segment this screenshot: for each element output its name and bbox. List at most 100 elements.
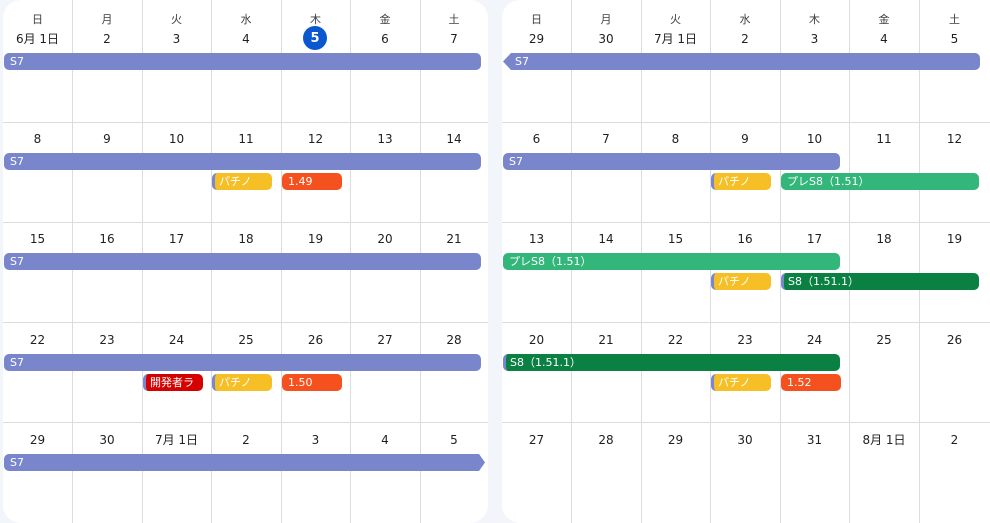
- day-number[interactable]: 12: [307, 132, 324, 146]
- today-day-number[interactable]: 5: [303, 26, 327, 50]
- event-s7[interactable]: S7: [4, 53, 481, 70]
- week-divider: [3, 122, 488, 123]
- event-pachino[interactable]: パチノ: [212, 374, 272, 391]
- day-number[interactable]: 3: [172, 32, 181, 46]
- event-pre-s8[interactable]: プレS8（1.51）: [503, 253, 840, 270]
- day-number[interactable]: 28: [446, 333, 462, 347]
- day-number[interactable]: 7: [602, 132, 610, 146]
- event-pachino[interactable]: パチノ: [212, 173, 272, 190]
- event-release[interactable]: 1.52: [781, 374, 841, 391]
- event-s7[interactable]: S7: [4, 454, 485, 471]
- day-number[interactable]: 14: [598, 232, 614, 246]
- day-number[interactable]: 8: [671, 132, 680, 146]
- day-number[interactable]: 16: [737, 232, 753, 246]
- day-number[interactable]: 7: [450, 32, 458, 46]
- day-number[interactable]: 21: [446, 232, 462, 246]
- weekday-header: 月: [101, 13, 113, 26]
- day-number[interactable]: 29: [667, 433, 684, 447]
- day-number[interactable]: 25: [876, 333, 892, 347]
- day-number[interactable]: 26: [946, 333, 963, 347]
- day-number[interactable]: 2: [242, 433, 250, 447]
- day-number[interactable]: 10: [168, 132, 185, 146]
- day-number[interactable]: 24: [806, 333, 823, 347]
- week-divider: [502, 222, 990, 223]
- day-number[interactable]: 20: [377, 232, 393, 246]
- event-release[interactable]: 1.50: [282, 374, 342, 391]
- day-number[interactable]: 13: [377, 132, 393, 146]
- day-number[interactable]: 22: [667, 333, 684, 347]
- day-number[interactable]: 18: [876, 232, 892, 246]
- weekday-header: 火: [670, 13, 681, 26]
- day-number[interactable]: 18: [238, 232, 254, 246]
- day-number[interactable]: 20: [528, 333, 545, 347]
- day-number[interactable]: 9: [103, 132, 111, 146]
- day-number[interactable]: 29: [29, 433, 46, 447]
- day-number[interactable]: 6月 1日: [15, 32, 60, 46]
- day-number[interactable]: 4: [880, 32, 888, 46]
- day-number[interactable]: 19: [946, 232, 963, 246]
- day-number[interactable]: 30: [99, 433, 115, 447]
- day-number[interactable]: 5: [450, 433, 458, 447]
- day-number[interactable]: 11: [238, 132, 254, 146]
- event-developer[interactable]: 開発者ラ: [143, 374, 203, 391]
- day-number[interactable]: 17: [168, 232, 185, 246]
- day-number[interactable]: 2: [103, 32, 111, 46]
- day-number[interactable]: 10: [806, 132, 823, 146]
- day-number[interactable]: 27: [377, 333, 393, 347]
- day-number[interactable]: 15: [29, 232, 46, 246]
- event-s7[interactable]: S7: [4, 354, 481, 371]
- day-number[interactable]: 27: [528, 433, 545, 447]
- week-divider: [502, 422, 990, 423]
- day-number[interactable]: 8: [33, 132, 42, 146]
- day-number[interactable]: 30: [737, 433, 753, 447]
- day-number[interactable]: 17: [806, 232, 823, 246]
- day-number[interactable]: 6: [532, 132, 541, 146]
- day-number[interactable]: 16: [99, 232, 115, 246]
- day-number[interactable]: 2: [950, 433, 959, 447]
- day-number[interactable]: 29: [528, 32, 545, 46]
- day-number[interactable]: 4: [242, 32, 250, 46]
- event-release[interactable]: 1.49: [282, 173, 342, 190]
- weekday-header: 水: [739, 13, 751, 26]
- column-divider: [849, 0, 850, 523]
- event-pachino[interactable]: パチノ: [711, 374, 771, 391]
- day-number[interactable]: 4: [381, 433, 389, 447]
- event-s8[interactable]: S8（1.51.1）: [503, 354, 840, 371]
- day-number[interactable]: 7月 1日: [653, 32, 698, 46]
- event-s7[interactable]: S7: [4, 253, 481, 270]
- day-number[interactable]: 23: [99, 333, 115, 347]
- day-number[interactable]: 2: [741, 32, 749, 46]
- weekday-header: 木: [809, 13, 820, 26]
- calendar-month-july: 日 月 火 水 木 金 土 29 30 7月 1日 2 3 4 5 S7 6 7…: [502, 0, 990, 523]
- day-number[interactable]: 24: [168, 333, 185, 347]
- event-s7[interactable]: S7: [4, 153, 481, 170]
- event-s7[interactable]: S7: [503, 53, 980, 70]
- day-number[interactable]: 25: [238, 333, 254, 347]
- day-number[interactable]: 30: [598, 32, 614, 46]
- event-s7[interactable]: S7: [503, 153, 840, 170]
- day-number[interactable]: 11: [876, 132, 892, 146]
- day-number[interactable]: 3: [810, 32, 819, 46]
- weekday-header: 金: [379, 13, 391, 26]
- day-number[interactable]: 14: [446, 132, 462, 146]
- day-number[interactable]: 13: [528, 232, 545, 246]
- day-number[interactable]: 19: [307, 232, 324, 246]
- event-pachino[interactable]: パチノ: [711, 273, 771, 290]
- day-number[interactable]: 7月 1日: [154, 433, 199, 447]
- day-number[interactable]: 22: [29, 333, 46, 347]
- day-number[interactable]: 23: [737, 333, 753, 347]
- day-number[interactable]: 3: [311, 433, 320, 447]
- day-number[interactable]: 9: [741, 132, 749, 146]
- day-number[interactable]: 12: [946, 132, 963, 146]
- event-pachino[interactable]: パチノ: [711, 173, 771, 190]
- day-number[interactable]: 8月 1日: [862, 433, 906, 447]
- event-s8[interactable]: S8（1.51.1）: [781, 273, 979, 290]
- day-number[interactable]: 26: [307, 333, 324, 347]
- day-number[interactable]: 5: [950, 32, 959, 46]
- day-number[interactable]: 28: [598, 433, 614, 447]
- day-number[interactable]: 6: [381, 32, 389, 46]
- event-pre-s8[interactable]: プレS8（1.51）: [781, 173, 979, 190]
- day-number[interactable]: 31: [806, 433, 823, 447]
- day-number[interactable]: 21: [598, 333, 614, 347]
- day-number[interactable]: 15: [667, 232, 684, 246]
